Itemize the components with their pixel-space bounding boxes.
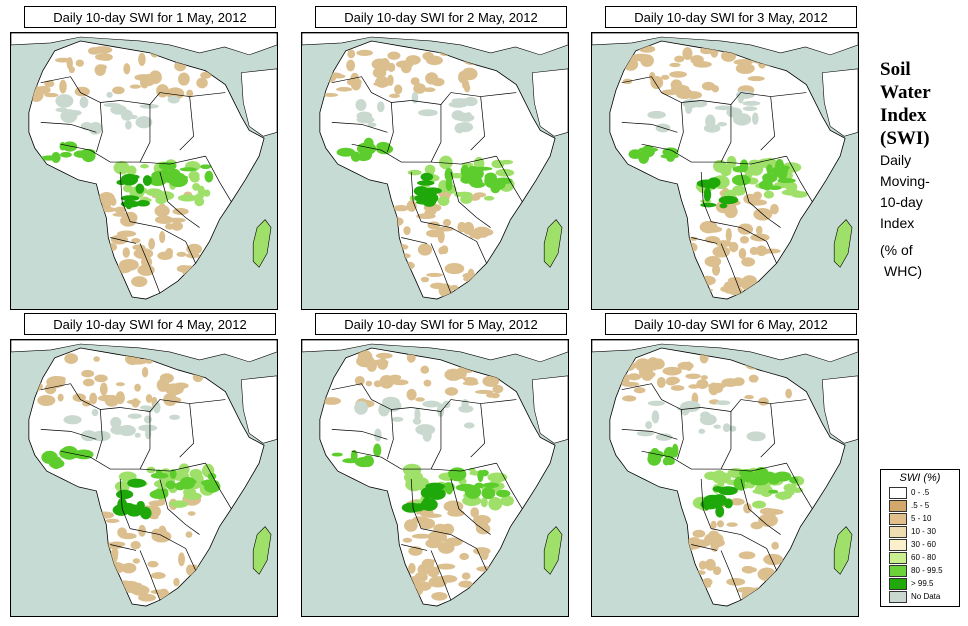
legend-item: > 99.5 xyxy=(889,577,959,590)
africa-map xyxy=(301,339,569,617)
legend-swatch xyxy=(889,551,907,564)
legend-label: No Data xyxy=(911,591,941,601)
map-panel-title: Daily 10-day SWI for 6 May, 2012 xyxy=(605,313,857,335)
index-desc-line: Index xyxy=(880,215,915,231)
africa-map xyxy=(10,32,278,310)
index-unit-line: WHC) xyxy=(884,263,923,279)
legend-label: > 99.5 xyxy=(911,578,934,588)
legend-item: 60 - 80 xyxy=(889,551,959,564)
legend-label: .5 - 5 xyxy=(911,500,930,510)
index-title-line: Index xyxy=(880,105,927,126)
legend: SWI (%) 0 - .5 .5 - 5 5 - 10 10 - 30 30 - 60… xyxy=(880,469,960,607)
africa-map xyxy=(10,339,278,617)
map-panel-title: Daily 10-day SWI for 3 May, 2012 xyxy=(605,6,857,28)
index-title-line: Water xyxy=(880,82,931,103)
legend-swatch xyxy=(889,577,907,590)
index-title-line: Soil xyxy=(880,59,911,80)
legend-swatch xyxy=(889,486,907,499)
index-desc-line: Daily xyxy=(880,152,912,168)
legend-label: 10 - 30 xyxy=(911,526,936,536)
legend-item: 30 - 60 xyxy=(889,538,959,551)
legend-item: 0 - .5 xyxy=(889,486,959,499)
legend-label: 60 - 80 xyxy=(911,552,936,562)
index-unit: (% of WHC) xyxy=(880,240,960,282)
index-desc-line: 10-day xyxy=(880,194,923,210)
legend-label: 30 - 60 xyxy=(911,539,936,549)
africa-map xyxy=(301,32,569,310)
legend-swatch xyxy=(889,499,907,512)
map-panel-title: Daily 10-day SWI for 1 May, 2012 xyxy=(24,6,276,28)
legend-item: 10 - 30 xyxy=(889,525,959,538)
legend-swatch xyxy=(889,538,907,551)
index-description: Daily Moving- 10-day Index xyxy=(880,150,966,234)
africa-map xyxy=(591,32,859,310)
legend-swatch xyxy=(889,525,907,538)
legend-label: 0 - .5 xyxy=(911,487,930,497)
legend-swatch xyxy=(889,590,907,603)
legend-item: 5 - 10 xyxy=(889,512,959,525)
index-desc-line: Moving- xyxy=(880,173,930,189)
legend-item: 80 - 99.5 xyxy=(889,564,959,577)
legend-swatch xyxy=(889,512,907,525)
index-title-line: (SWI) xyxy=(880,128,930,149)
legend-item: .5 - 5 xyxy=(889,499,959,512)
index-title: Soil Water Index (SWI) xyxy=(880,58,960,150)
legend-label: 80 - 99.5 xyxy=(911,565,943,575)
index-unit-line: (% of xyxy=(880,242,913,258)
map-panel: Daily 10-day SWI for 1 May, 2012 xyxy=(10,6,278,310)
africa-map xyxy=(591,339,859,617)
map-panel-title: Daily 10-day SWI for 2 May, 2012 xyxy=(315,6,567,28)
map-panel: Daily 10-day SWI for 2 May, 2012 xyxy=(301,6,569,310)
map-panel: Daily 10-day SWI for 3 May, 2012 xyxy=(591,6,859,310)
legend-swatch xyxy=(889,564,907,577)
map-panel: Daily 10-day SWI for 4 May, 2012 xyxy=(10,313,278,617)
map-panel: Daily 10-day SWI for 5 May, 2012 xyxy=(301,313,569,617)
legend-label: 5 - 10 xyxy=(911,513,932,523)
map-panel-title: Daily 10-day SWI for 4 May, 2012 xyxy=(24,313,276,335)
legend-title: SWI (%) xyxy=(899,472,941,484)
map-panel: Daily 10-day SWI for 6 May, 2012 xyxy=(591,313,859,617)
map-panel-title: Daily 10-day SWI for 5 May, 2012 xyxy=(315,313,567,335)
legend-item: No Data xyxy=(889,590,959,603)
